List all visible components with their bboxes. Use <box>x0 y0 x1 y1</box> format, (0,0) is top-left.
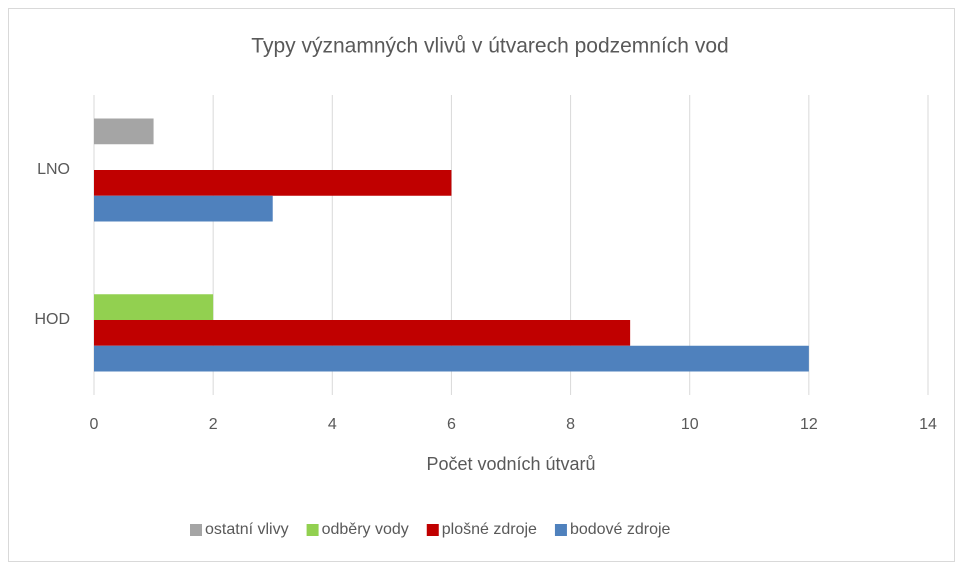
bar <box>94 294 214 320</box>
legend-label: odběry vody <box>322 521 409 538</box>
x-tick-label: 12 <box>800 416 818 433</box>
x-axis-title: Počet vodních útvarů <box>426 454 595 474</box>
legend-swatch <box>190 524 202 536</box>
y-tick-label: LNO <box>37 161 70 178</box>
bar <box>94 345 809 372</box>
bar <box>94 118 154 145</box>
x-tick-label: 0 <box>90 416 99 433</box>
legend-label: plošné zdroje <box>442 521 537 538</box>
legend-label: ostatní vlivy <box>205 521 289 538</box>
legend-swatch <box>426 524 439 536</box>
y-tick-label: HOD <box>34 311 70 328</box>
legend-swatch <box>554 524 567 536</box>
bar <box>94 195 273 222</box>
x-tick-label: 2 <box>209 416 218 433</box>
legend-swatch <box>306 524 319 536</box>
x-tick-label: 10 <box>681 416 699 433</box>
chart-border <box>8 8 955 562</box>
x-tick-label: 14 <box>919 416 937 433</box>
legend-label: bodové zdroje <box>570 521 671 538</box>
bar <box>94 320 631 346</box>
chart-title: Typy významných vlivů v útvarech podzemn… <box>251 35 728 58</box>
x-tick-label: 6 <box>447 416 456 433</box>
bar <box>94 170 452 196</box>
x-tick-label: 8 <box>566 416 575 433</box>
x-tick-label: 4 <box>328 416 337 433</box>
